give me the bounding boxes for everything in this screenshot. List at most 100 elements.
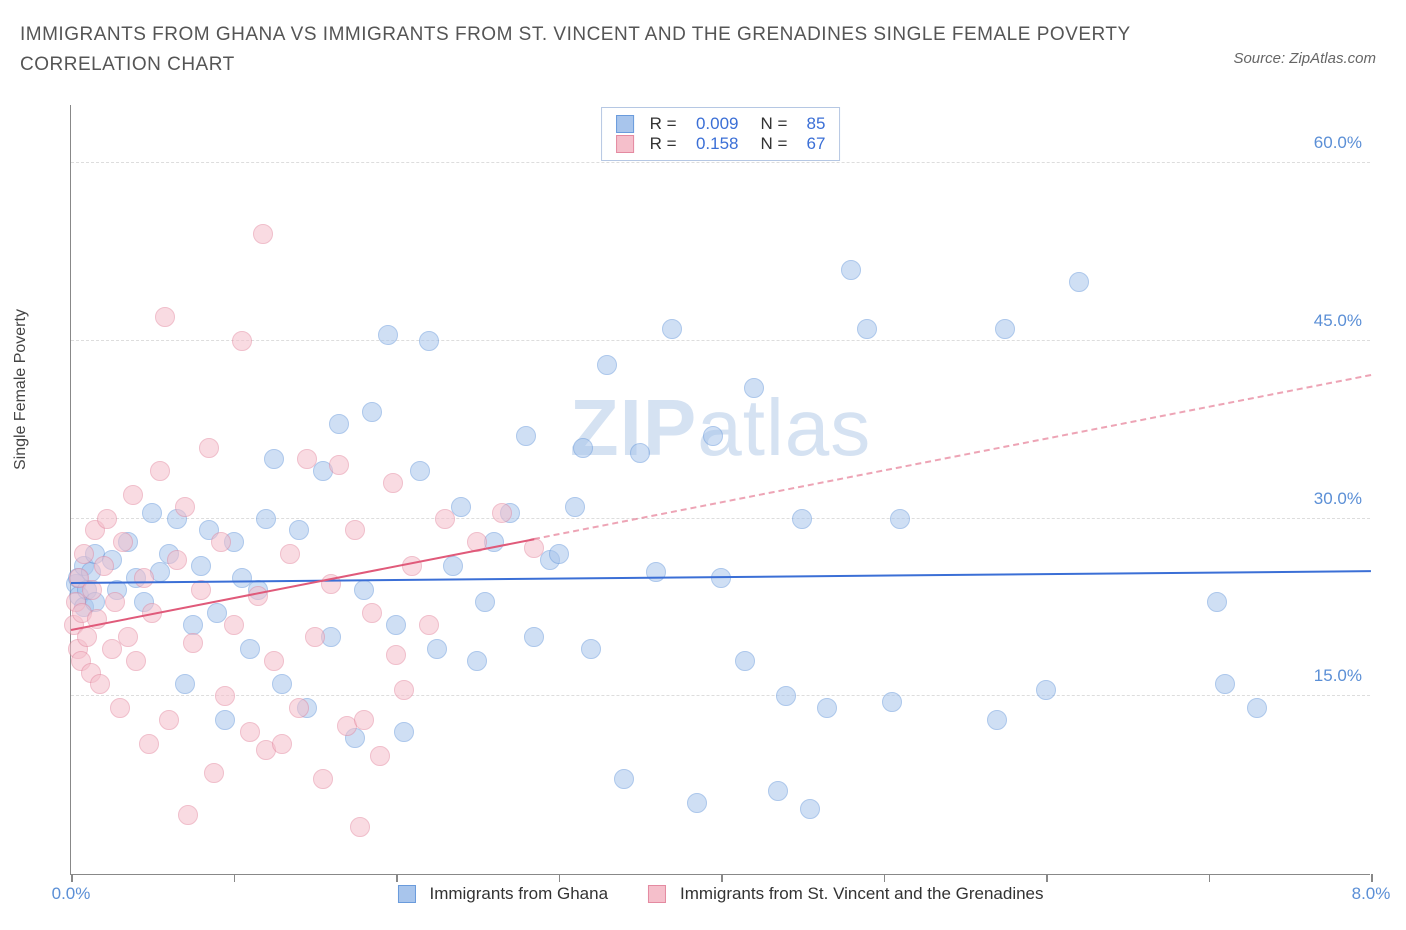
data-point <box>1247 698 1267 718</box>
x-tick <box>1371 874 1373 882</box>
data-point <box>573 438 593 458</box>
data-point <box>410 461 430 481</box>
data-point <box>800 799 820 819</box>
data-point <box>443 556 463 576</box>
y-tick-label: 45.0% <box>1314 311 1362 331</box>
data-point <box>272 674 292 694</box>
data-point <box>113 532 133 552</box>
data-point <box>175 674 195 694</box>
data-point <box>419 615 439 635</box>
data-point <box>142 503 162 523</box>
data-point <box>240 639 260 659</box>
data-point <box>289 698 309 718</box>
stat-n-label: N = <box>761 114 788 134</box>
stat-r-label: R = <box>650 134 677 154</box>
data-point <box>1215 674 1235 694</box>
legend-item: Immigrants from Ghana <box>397 884 608 904</box>
data-point <box>191 556 211 576</box>
data-point <box>94 556 114 576</box>
gridline <box>71 695 1370 696</box>
x-tick <box>396 874 398 882</box>
data-point <box>232 331 252 351</box>
data-point <box>370 746 390 766</box>
data-point <box>614 769 634 789</box>
data-point <box>492 503 512 523</box>
data-point <box>264 449 284 469</box>
data-point <box>215 710 235 730</box>
data-point <box>882 692 902 712</box>
data-point <box>123 485 143 505</box>
data-point <box>646 562 666 582</box>
data-point <box>475 592 495 612</box>
x-tick-label: 8.0% <box>1352 884 1391 904</box>
data-point <box>264 651 284 671</box>
legend-swatch <box>648 885 666 903</box>
stats-row: R =0.009N =85 <box>616 114 826 134</box>
data-point <box>402 556 422 576</box>
data-point <box>394 722 414 742</box>
data-point <box>597 355 617 375</box>
watermark: ZIPatlas <box>570 382 871 474</box>
legend-swatch <box>397 885 415 903</box>
data-point <box>224 615 244 635</box>
legend-swatch <box>616 115 634 133</box>
stats-row: R =0.158N =67 <box>616 134 826 154</box>
data-point <box>451 497 471 517</box>
data-point <box>110 698 130 718</box>
data-point <box>857 319 877 339</box>
data-point <box>313 769 333 789</box>
data-point <box>792 509 812 529</box>
x-tick <box>1046 874 1048 882</box>
data-point <box>394 680 414 700</box>
stat-n-label: N = <box>761 134 788 154</box>
data-point <box>272 734 292 754</box>
data-point <box>167 550 187 570</box>
trend-line <box>534 374 1371 540</box>
data-point <box>74 544 94 564</box>
data-point <box>134 568 154 588</box>
data-point <box>419 331 439 351</box>
data-point <box>150 461 170 481</box>
legend-label: Immigrants from St. Vincent and the Gren… <box>680 884 1043 904</box>
chart-title: IMMIGRANTS FROM GHANA VS IMMIGRANTS FROM… <box>20 20 1140 81</box>
data-point <box>350 817 370 837</box>
stat-r-value: 0.009 <box>687 114 739 134</box>
data-point <box>280 544 300 564</box>
data-point <box>253 224 273 244</box>
data-point <box>329 414 349 434</box>
data-point <box>362 402 382 422</box>
data-point <box>77 627 97 647</box>
data-point <box>305 627 325 647</box>
x-tick <box>1209 874 1211 882</box>
gridline <box>71 162 1370 163</box>
data-point <box>386 645 406 665</box>
data-point <box>435 509 455 529</box>
legend-swatch <box>616 135 634 153</box>
data-point <box>565 497 585 517</box>
data-point <box>516 426 536 446</box>
data-point <box>105 592 125 612</box>
data-point <box>215 686 235 706</box>
data-point <box>1036 680 1056 700</box>
data-point <box>1207 592 1227 612</box>
data-point <box>362 603 382 623</box>
data-point <box>183 633 203 653</box>
y-axis-label: Single Female Poverty <box>12 309 30 470</box>
data-point <box>662 319 682 339</box>
data-point <box>139 734 159 754</box>
data-point <box>256 509 276 529</box>
x-tick-label: 0.0% <box>52 884 91 904</box>
data-point <box>995 319 1015 339</box>
series-legend: Immigrants from Ghana Immigrants from St.… <box>397 884 1043 904</box>
data-point <box>467 651 487 671</box>
x-tick <box>234 874 236 882</box>
y-tick-label: 30.0% <box>1314 489 1362 509</box>
y-tick-label: 60.0% <box>1314 133 1362 153</box>
data-point <box>204 763 224 783</box>
data-point <box>155 307 175 327</box>
x-tick <box>71 874 73 882</box>
data-point <box>524 627 544 647</box>
data-point <box>97 509 117 529</box>
x-tick <box>884 874 886 882</box>
chart-area: ZIPatlas R =0.009N =85R =0.158N =67 Immi… <box>50 105 1380 875</box>
